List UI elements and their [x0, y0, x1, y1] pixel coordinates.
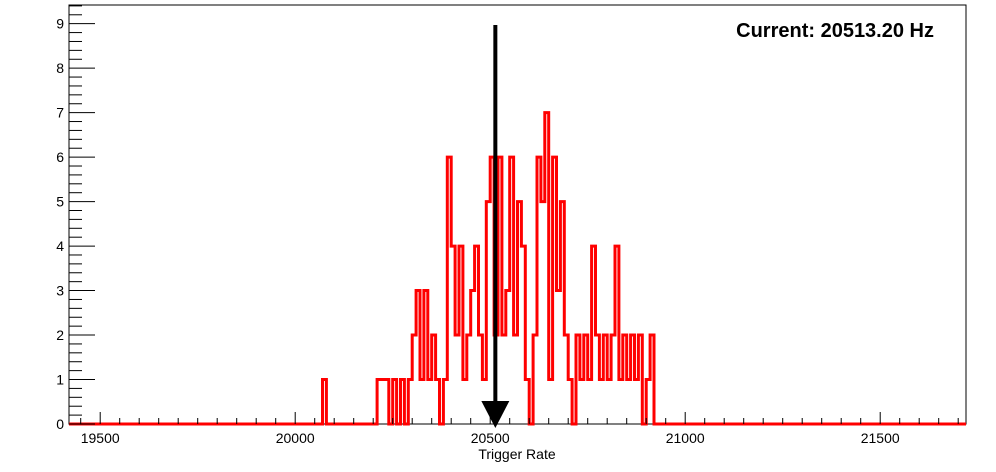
y-tick-label: 1 [56, 372, 64, 388]
y-tick-label: 0 [56, 416, 64, 432]
y-tick-label: 9 [56, 16, 64, 32]
y-tick-label: 6 [56, 149, 64, 165]
current-rate-annotation: Current: 20513.20 Hz [736, 20, 934, 42]
y-tick-label: 5 [56, 194, 64, 210]
x-axis-title: Trigger Rate [478, 446, 556, 462]
y-tick-label: 2 [56, 327, 64, 343]
histogram-series [69, 111, 966, 426]
x-tick-label: 20000 [276, 430, 315, 446]
y-tick-label: 4 [56, 238, 64, 254]
marker-arrow-head [481, 401, 510, 428]
y-tick-label: 3 [56, 283, 64, 299]
x-tick-label: 21500 [861, 430, 900, 446]
x-tick-label: 21000 [666, 430, 705, 446]
y-tick-label: 8 [56, 60, 64, 76]
y-tick-label: 7 [56, 105, 64, 121]
x-tick-label: 20500 [471, 430, 510, 446]
x-tick-label: 19500 [81, 430, 120, 446]
plot-frame [68, 4, 967, 425]
